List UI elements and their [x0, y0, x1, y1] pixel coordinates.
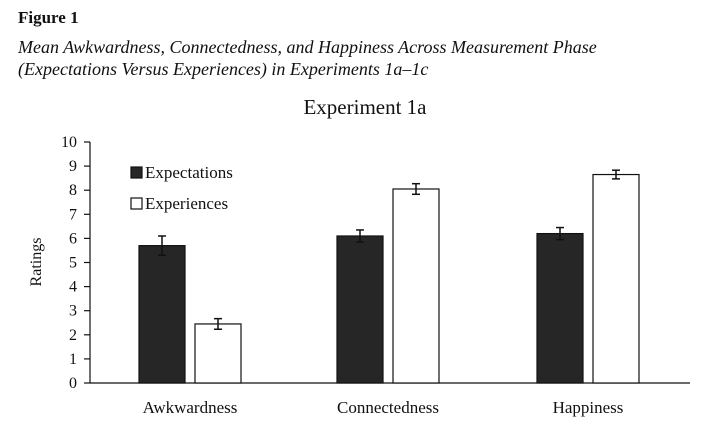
- y-tick-label: 3: [69, 303, 77, 320]
- figure-caption-line-1: Mean Awkwardness, Connectedness, and Hap…: [18, 37, 597, 57]
- error-bar-expectations-connectedness: [356, 229, 364, 243]
- y-tick-label: 8: [69, 182, 77, 199]
- bar-expectations-happiness: [536, 232, 584, 384]
- y-tick-label: 9: [69, 158, 77, 175]
- error-bar-experiences-happiness: [612, 169, 620, 180]
- legend-label-experiences: Experiences: [145, 194, 228, 213]
- y-tick-label: 4: [69, 279, 77, 296]
- error-bar-expectations-happiness: [556, 226, 564, 241]
- figure-caption: Mean Awkwardness, Connectedness, and Hap…: [18, 36, 708, 80]
- x-tick-label: Awkwardness: [143, 398, 238, 417]
- y-tick-label: 0: [69, 375, 77, 392]
- chart-title: Experiment 1a: [303, 95, 427, 119]
- legend-swatch-expectations: [130, 166, 143, 179]
- x-tick-label: Connectedness: [337, 398, 439, 417]
- bars: [138, 173, 640, 384]
- error-bar-expectations-awkwardness: [158, 235, 166, 257]
- legend-swatch-experiences: [130, 197, 143, 210]
- error-bars: [158, 169, 620, 331]
- y-tick-label: 5: [69, 255, 77, 272]
- error-bar-experiences-connectedness: [412, 182, 420, 196]
- bar-experiences-connectedness: [392, 188, 440, 384]
- y-axis-label: Ratings: [28, 238, 45, 287]
- legend-label-expectations: Expectations: [145, 163, 233, 182]
- bar-experiences-awkwardness: [194, 323, 242, 384]
- y-tick-label: 1: [69, 351, 77, 368]
- y-tick-label: 7: [69, 206, 77, 223]
- error-bar-experiences-awkwardness: [214, 317, 222, 331]
- y-ticks: 0 1 2 3 4 5 6 7 8 9 10: [61, 134, 90, 392]
- bar-expectations-awkwardness: [138, 245, 186, 384]
- bar-expectations-connectedness: [336, 235, 384, 384]
- y-tick-label: 6: [69, 230, 77, 247]
- x-tick-label: Happiness: [553, 398, 624, 417]
- bar-experiences-happiness: [592, 173, 640, 384]
- legend: Expectations Experiences: [130, 163, 233, 213]
- figure-caption-line-2: (Expectations Versus Experiences) in Exp…: [18, 59, 429, 79]
- y-tick-label: 2: [69, 327, 77, 344]
- y-tick-label: 10: [61, 134, 77, 151]
- x-tick-labels: Awkwardness Connectedness Happiness: [143, 398, 624, 417]
- figure-label: Figure 1: [18, 8, 79, 27]
